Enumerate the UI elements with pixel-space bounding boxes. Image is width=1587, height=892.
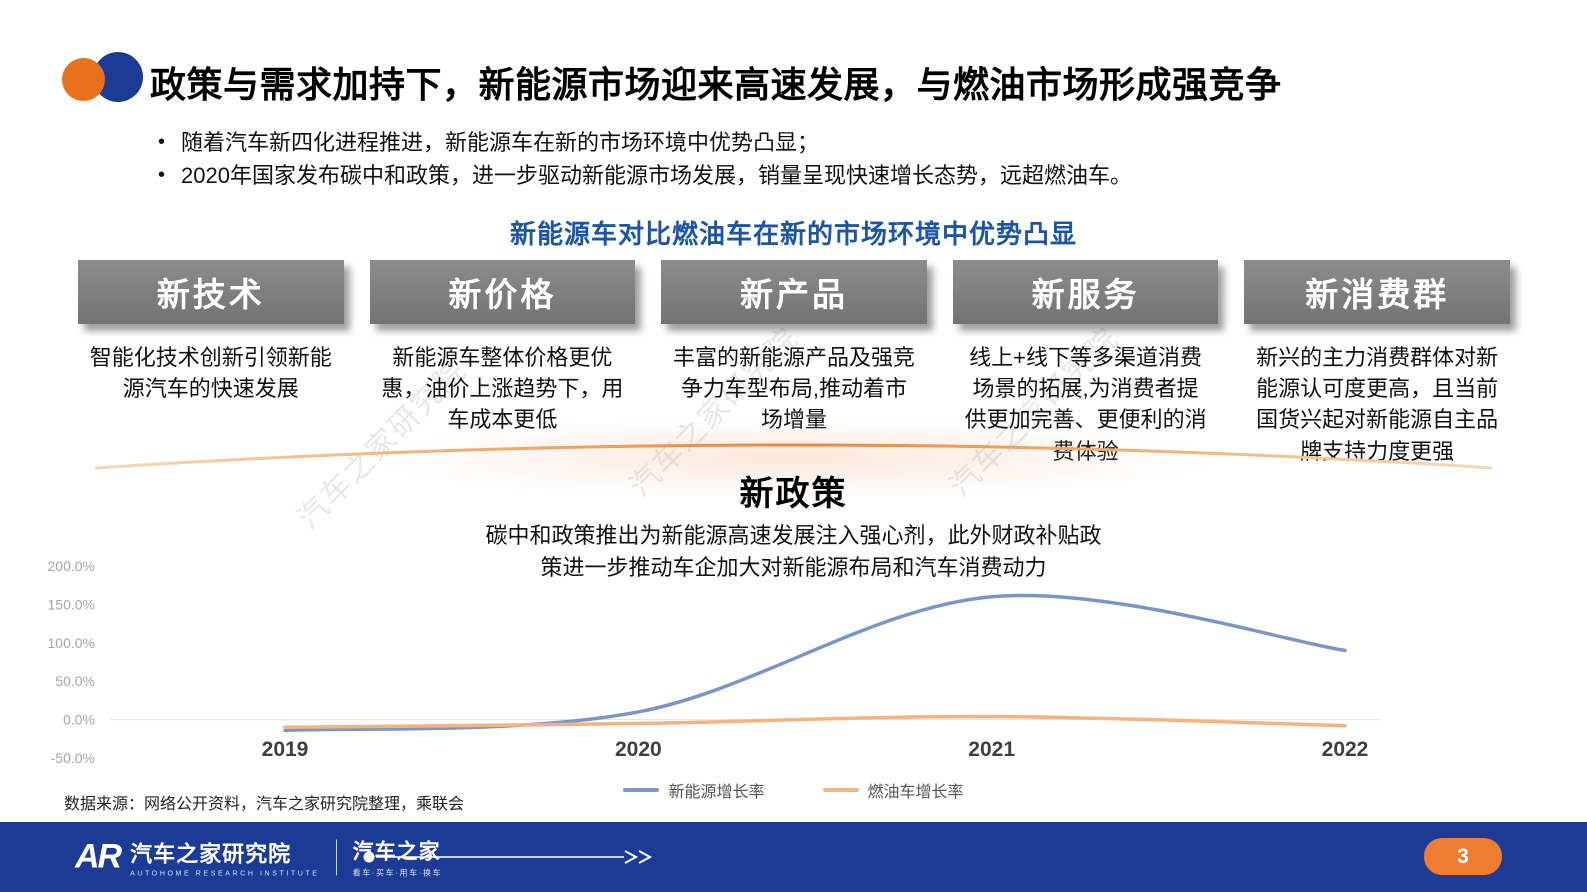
legend-label: 燃油车增长率 (867, 784, 964, 801)
arc-decoration (94, 443, 1493, 470)
svg-text:2020: 2020 (615, 738, 662, 761)
pillar-header: 新技术 (78, 260, 344, 324)
pillar-title: 新消费群 (1305, 276, 1450, 313)
footer-bar: AR 汽车之家研究院 AUTOHOME RESEARCH INSTITUTE 汽… (0, 822, 1587, 892)
legend-label: 新能源增长率 (668, 784, 765, 801)
svg-text:2021: 2021 (968, 738, 1015, 761)
policy-title: 新政策 (739, 475, 848, 513)
nev-line-swatch-icon (623, 788, 660, 792)
svg-text:150.0%: 150.0% (48, 596, 95, 612)
glow-decoration (363, 418, 1224, 498)
institute-subtitle: AUTOHOME RESEARCH INSTITUTE (130, 870, 320, 878)
growth-line-chart: 200.0% 150.0% 100.0% 50.0% 0.0% -50.0% 2019 202… (48, 558, 1380, 766)
brand-subtitle: 看车·买车·用车·换车 (352, 868, 443, 878)
bullet-text: 随着汽车新四化进程推进，新能源车在新的市场环境中优势凸显； (181, 130, 820, 155)
pillar-column-price: 新价格 新能源车整体价格更优惠，油价上涨趋势下，用车成本更低 (369, 260, 636, 467)
pillar-desc: 丰富的新能源产品及强竞争力车型布局,推动着市场增量 (672, 345, 915, 432)
pillar-header: 新产品 (661, 260, 927, 324)
bullet-item: 随着汽车新四化进程推进，新能源车在新的市场环境中优势凸显； (158, 126, 1132, 159)
svg-text:50.0%: 50.0% (55, 673, 95, 689)
pillar-header: 新消费群 (1244, 260, 1510, 324)
bullet-text: 2020年国家发布碳中和政策，进一步驱动新能源市场发展，销量呈现快速增长态势，远… (181, 163, 1132, 188)
pillar-header: 新价格 (369, 260, 636, 324)
svg-text:2019: 2019 (262, 738, 309, 761)
svg-text:100.0%: 100.0% (48, 635, 95, 651)
svg-text:2022: 2022 (1322, 738, 1369, 761)
pillar-desc: 新兴的主力消费群体对新能源认可度更高，且当前国货兴起对新能源自主品牌支持力度更强 (1256, 345, 1499, 464)
pillar-desc: 智能化技术创新引领新能源汽车的快速发展 (89, 345, 332, 402)
legend-item-nev: 新能源增长率 (623, 778, 765, 802)
pillar-title: 新服务 (1031, 276, 1140, 313)
svg-text:-50.0%: -50.0% (51, 750, 95, 766)
pillar-column-tech: 新技术 智能化技术创新引领新能源汽车的快速发展 (78, 260, 344, 467)
footer-divider (335, 839, 337, 875)
svg-text:200.0%: 200.0% (48, 558, 95, 574)
institute-logo: 汽车之家研究院 AUTOHOME RESEARCH INSTITUTE (130, 837, 319, 878)
pillar-desc: 线上+线下等多渠道消费场景的拓展,为消费者提供更加完善、更便利的消费体验 (965, 345, 1207, 464)
pillar-title: 新技术 (156, 276, 265, 313)
page-number-badge: 3 (1424, 838, 1502, 875)
page-title: 政策与需求加持下，新能源市场迎来高速发展，与燃油市场形成强竞争 (150, 64, 1282, 105)
pillar-title: 新价格 (448, 276, 557, 313)
pillar-title: 新产品 (739, 276, 848, 313)
orange-circle-icon (62, 58, 105, 101)
institute-name: 汽车之家研究院 (130, 841, 292, 867)
data-source-note: 数据来源：网络公开资料，汽车之家研究院整理，乘联会 (64, 796, 465, 813)
pillar-desc: 新能源车整体价格更优惠，油价上涨趋势下，用车成本更低 (381, 345, 624, 432)
autohome-ar-logo-icon: AR (75, 837, 122, 876)
bullet-list: 随着汽车新四化进程推进，新能源车在新的市场环境中优势凸显； 2020年国家发布碳… (158, 126, 1132, 192)
fuel-line-swatch-icon (822, 788, 859, 792)
section-heading: 新能源车对比燃油车在新的市场环境中优势凸显 (509, 219, 1077, 249)
progress-arrow-icon (363, 850, 653, 864)
pillar-header: 新服务 (952, 260, 1219, 324)
pillar-row: 新技术 智能化技术创新引领新能源汽车的快速发展 新价格 新能源车整体价格更优惠，… (78, 260, 1510, 467)
policy-desc: 碳中和政策推出为新能源高速发展注入强心剂，此外财政补贴政策进一步推动车企加大对新… (485, 523, 1102, 580)
svg-text:0.0%: 0.0% (63, 712, 95, 728)
pillar-column-service: 新服务 线上+线下等多渠道消费场景的拓展,为消费者提供更加完善、更便利的消费体验 (952, 260, 1219, 467)
bullet-item: 2020年国家发布碳中和政策，进一步驱动新能源市场发展，销量呈现快速增长态势，远… (158, 159, 1132, 192)
pillar-column-product: 新产品 丰富的新能源产品及强竞争力车型布局,推动着市场增量 (661, 260, 927, 467)
chart-legend: 新能源增长率 燃油车增长率 (0, 778, 1587, 802)
legend-item-fuel: 燃油车增长率 (822, 778, 964, 802)
pillar-column-consumer: 新消费群 新兴的主力消费群体对新能源认可度更高，且当前国货兴起对新能源自主品牌支… (1244, 260, 1510, 467)
